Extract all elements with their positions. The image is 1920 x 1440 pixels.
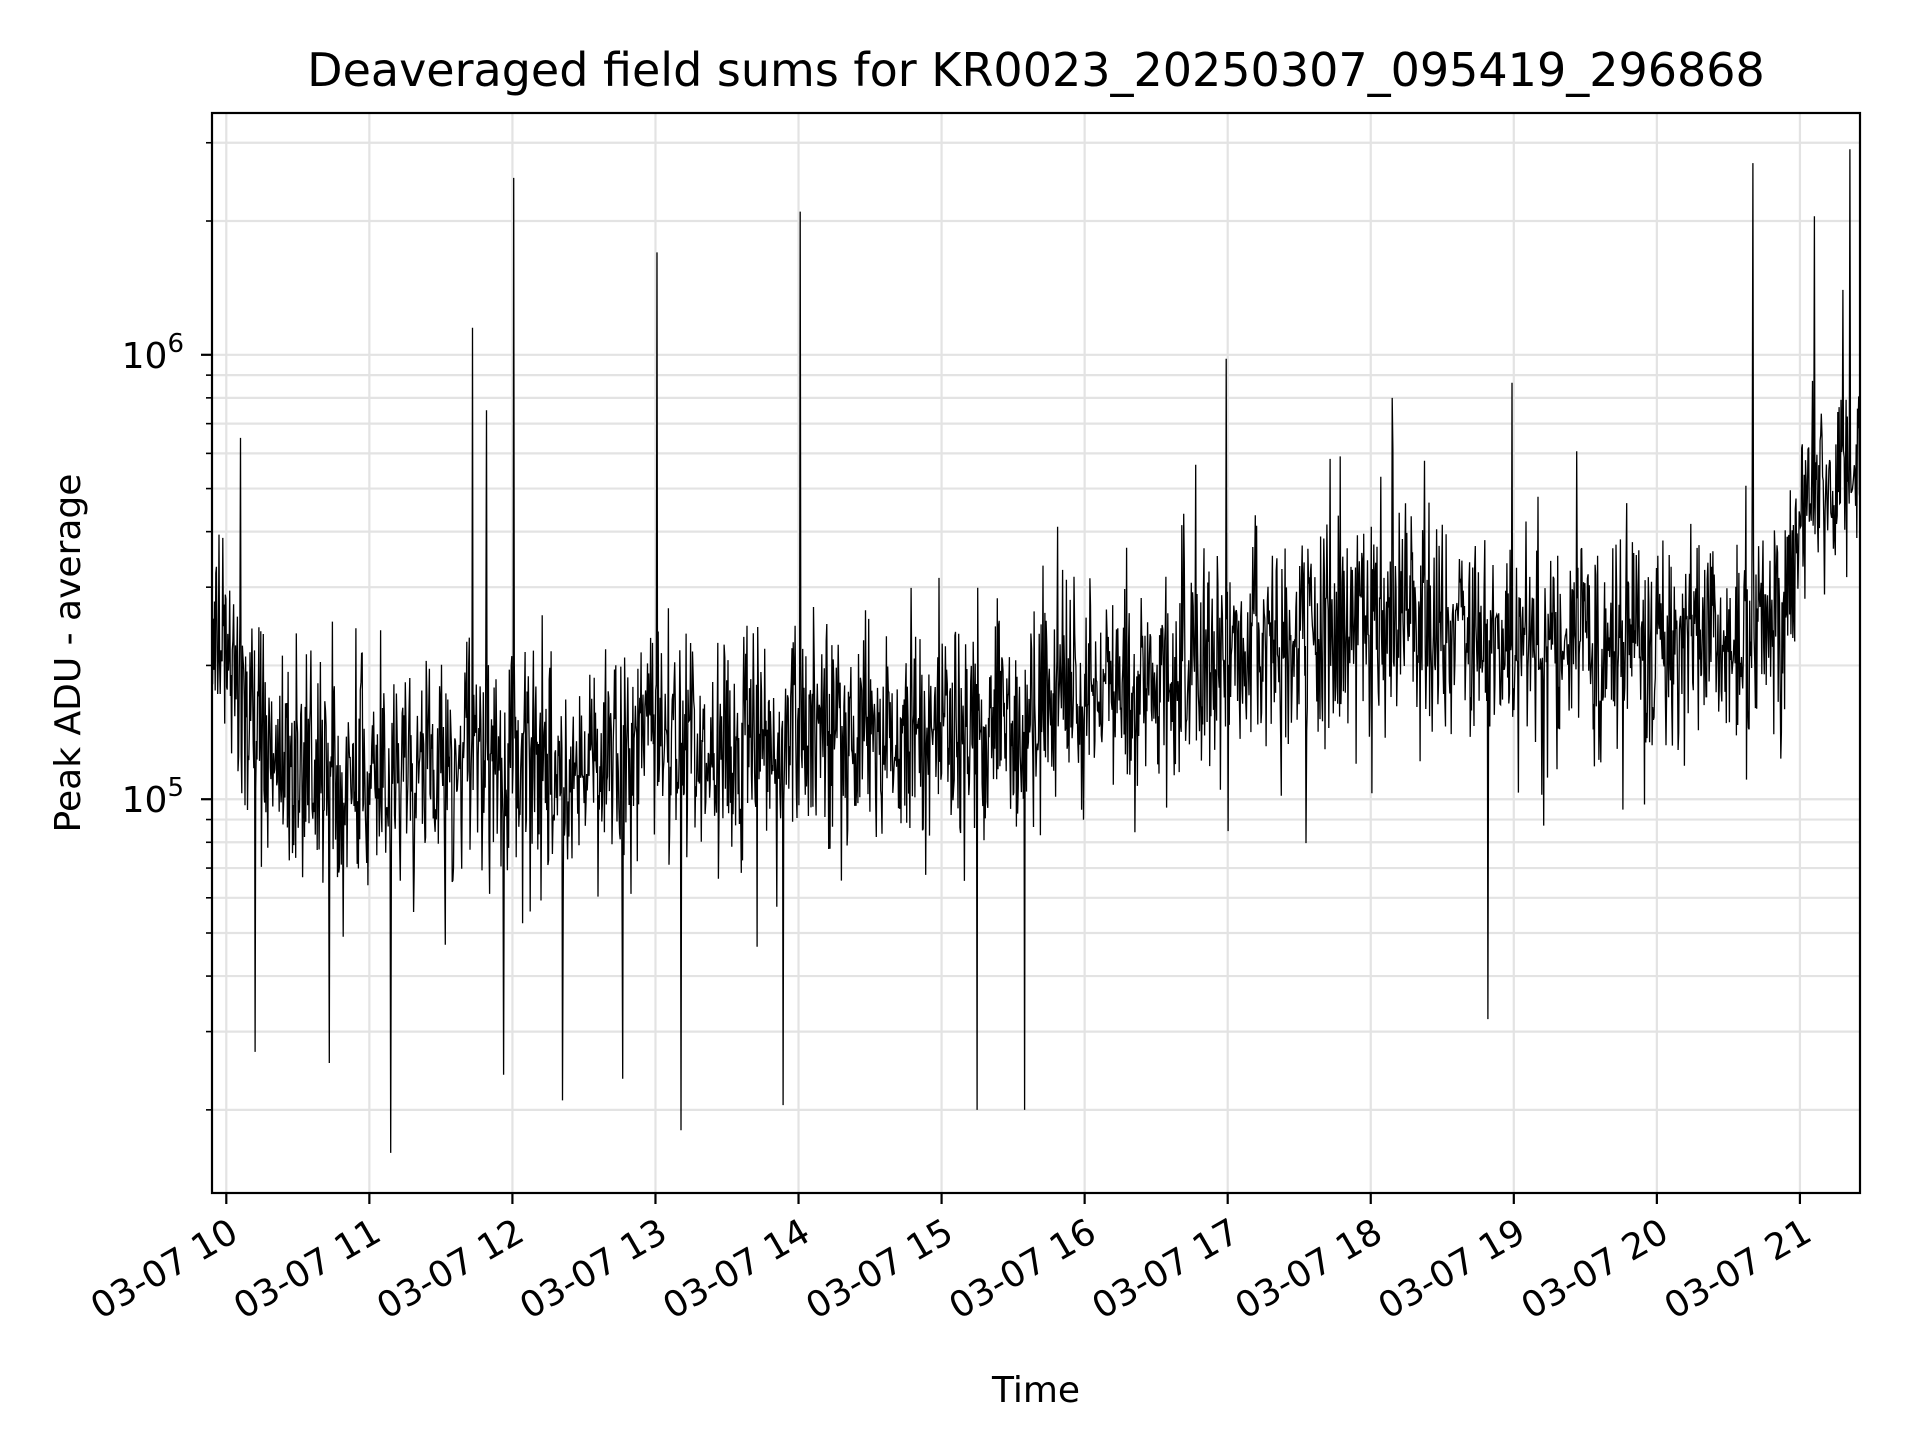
chart-title: Deaveraged field sums for KR0023_2025030… (307, 43, 1765, 97)
plot-frame (210, 111, 1862, 1195)
y-axis-label: Peak ADU - average (48, 474, 89, 833)
y-tick-label: 106 (122, 329, 184, 377)
series-line (211, 149, 1861, 1153)
y-tick-label: 105 (122, 773, 184, 821)
data-layer (211, 149, 1861, 1153)
x-axis-label: Time (991, 1370, 1080, 1411)
